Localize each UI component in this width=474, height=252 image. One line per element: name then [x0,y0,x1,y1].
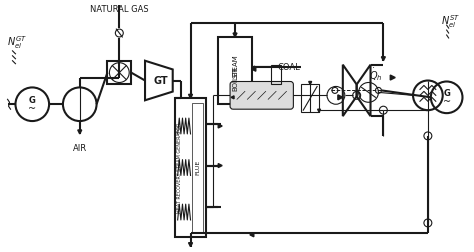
Polygon shape [231,96,234,99]
Polygon shape [189,94,192,98]
Polygon shape [78,130,82,134]
Polygon shape [218,124,222,128]
Bar [175,98,206,237]
Text: GT: GT [154,76,168,85]
Polygon shape [189,243,192,247]
Text: G: G [443,89,450,98]
Text: $N_{el}^{ST}$: $N_{el}^{ST}$ [441,13,460,30]
Polygon shape [233,33,237,37]
Polygon shape [318,109,320,112]
Polygon shape [218,164,222,168]
Bar [218,37,252,104]
Text: HEAT RECOVERY STEAM GENERATOR: HEAT RECOVERY STEAM GENERATOR [177,122,182,213]
Text: ~: ~ [443,97,451,107]
Polygon shape [252,66,255,69]
Text: G: G [29,96,36,105]
Text: $N_{el}^{GT}$: $N_{el}^{GT}$ [7,35,27,51]
Text: STEAM: STEAM [232,54,238,78]
Text: AIR: AIR [73,144,87,153]
Text: FLUE: FLUE [195,160,200,175]
Polygon shape [338,95,343,100]
Text: BOILER: BOILER [232,66,238,91]
FancyBboxPatch shape [230,81,293,109]
Polygon shape [309,81,312,84]
Polygon shape [382,57,385,61]
Text: COAL: COAL [278,63,301,72]
Text: ~: ~ [28,104,36,114]
Polygon shape [250,233,254,237]
Bar [271,65,281,84]
Bar [108,61,131,84]
Text: $\dot{Q}_h$: $\dot{Q}_h$ [368,66,382,83]
Bar [192,103,203,232]
Text: NATURAL GAS: NATURAL GAS [90,5,149,14]
Bar [301,84,319,112]
Polygon shape [390,75,395,80]
Polygon shape [252,67,256,71]
